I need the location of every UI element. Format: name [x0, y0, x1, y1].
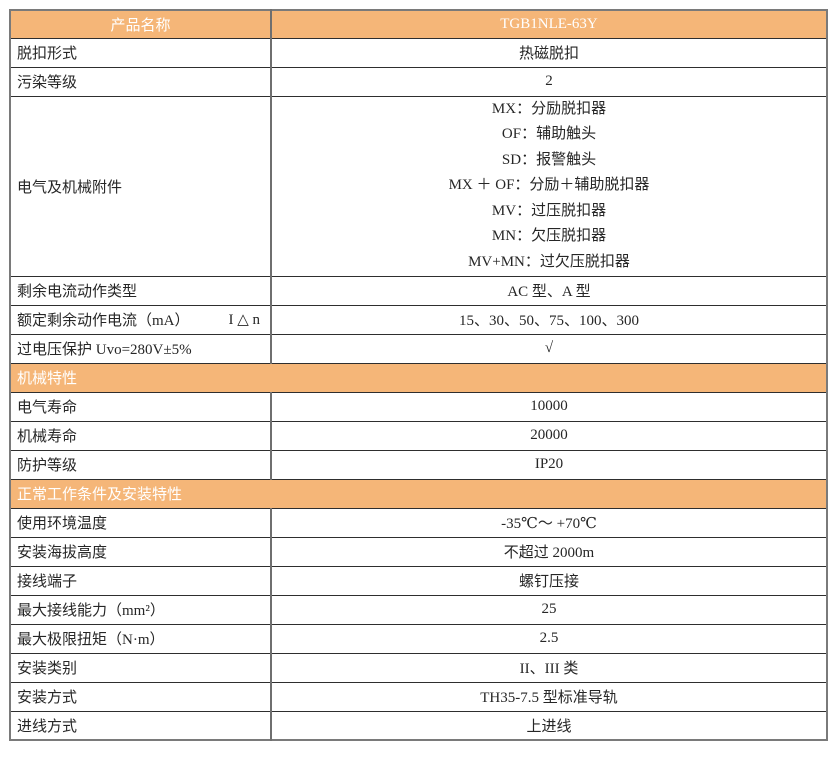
product-model-header: TGB1NLE-63Y [270, 9, 828, 39]
spec-value: 热磁脱扣 [270, 37, 828, 68]
table-row: 机械寿命 20000 [9, 420, 828, 451]
spec-value: 不超过 2000m [270, 536, 828, 567]
table-row: 污染等级 2 [9, 66, 828, 97]
spec-label: 电气及机械附件 [9, 95, 272, 277]
spec-label: 最大接线能力（mm²） [9, 594, 272, 625]
spec-label: 污染等级 [9, 66, 272, 97]
table-row: 过电压保护 Uvo=280V±5% √ [9, 333, 828, 364]
table-row: 电气寿命 10000 [9, 391, 828, 422]
spec-value-checkmark: √ [270, 333, 828, 364]
spec-value-multiline: MX：分励脱扣器 OF：辅助触头 SD：报警触头 MX ＋ OF：分励＋辅助脱扣… [270, 95, 828, 277]
spec-label: 安装类别 [9, 652, 272, 683]
accessory-line: MN：欠压脱扣器 [491, 228, 607, 245]
accessory-line: OF：辅助触头 [501, 126, 597, 143]
product-name-header: 产品名称 [9, 9, 272, 39]
table-row: 最大极限扭矩（N·m） 2.5 [9, 623, 828, 654]
spec-label: 电气寿命 [9, 391, 272, 422]
spec-label: 安装方式 [9, 681, 272, 712]
table-row: 最大接线能力（mm²） 25 [9, 594, 828, 625]
accessory-line: MV+MN：过欠压脱扣器 [468, 254, 630, 271]
spec-value: AC 型、A 型 [270, 275, 828, 306]
spec-value: 25 [270, 594, 828, 625]
spec-value: -35℃～ +70℃ [270, 507, 828, 538]
table-row: 安装海拔高度 不超过 2000m [9, 536, 828, 567]
spec-value: 10000 [270, 391, 828, 422]
spec-value: 螺钉压接 [270, 565, 828, 596]
spec-label: 安装海拔高度 [9, 536, 272, 567]
spec-value: 2.5 [270, 623, 828, 654]
spec-value: II、III 类 [270, 652, 828, 683]
table-row: 使用环境温度 -35℃～ +70℃ [9, 507, 828, 538]
spec-label: 剩余电流动作类型 [9, 275, 272, 306]
product-spec-table: 产品名称 TGB1NLE-63Y 脱扣形式 热磁脱扣 污染等级 2 电气及机械附… [9, 9, 828, 742]
table-row: 安装类别 II、III 类 [9, 652, 828, 683]
spec-label: 接线端子 [9, 565, 272, 596]
section-title: 机械特性 [9, 362, 828, 393]
spec-label: 防护等级 [9, 449, 272, 480]
table-row: 防护等级 IP20 [9, 449, 828, 480]
spec-value: 上进线 [270, 710, 828, 741]
spec-label: 额定剩余动作电流（mA） [17, 313, 190, 330]
accessory-line: MV：过压脱扣器 [491, 202, 607, 219]
table-row: 接线端子 螺钉压接 [9, 565, 828, 596]
spec-label: 机械寿命 [9, 420, 272, 451]
table-row: 安装方式 TH35-7.5 型标准导轨 [9, 681, 828, 712]
table-header-row: 产品名称 TGB1NLE-63Y [9, 9, 828, 39]
spec-value: TH35-7.5 型标准导轨 [270, 681, 828, 712]
table-row: 进线方式 上进线 [9, 710, 828, 741]
spec-label: 脱扣形式 [9, 37, 272, 68]
accessory-line: MX：分励脱扣器 [491, 100, 607, 117]
spec-label-with-symbol: 额定剩余动作电流（mA） I △ n [9, 304, 272, 335]
table-row: 剩余电流动作类型 AC 型、A 型 [9, 275, 828, 306]
table-row: 额定剩余动作电流（mA） I △ n 15、30、50、75、100、300 [9, 304, 828, 335]
table-row: 脱扣形式 热磁脱扣 [9, 37, 828, 68]
spec-label-suffix: I △ n [228, 312, 260, 329]
spec-value: 2 [270, 66, 828, 97]
section-header-row: 机械特性 [9, 362, 828, 393]
spec-label: 进线方式 [9, 710, 272, 741]
table-row-accessories: 电气及机械附件 MX：分励脱扣器 OF：辅助触头 SD：报警触头 MX ＋ OF… [9, 95, 828, 277]
spec-label: 过电压保护 Uvo=280V±5% [9, 333, 272, 364]
section-title: 正常工作条件及安装特性 [9, 478, 828, 509]
section-header-row: 正常工作条件及安装特性 [9, 478, 828, 509]
spec-value: 20000 [270, 420, 828, 451]
spec-label: 使用环境温度 [9, 507, 272, 538]
spec-value: 15、30、50、75、100、300 [270, 304, 828, 335]
spec-value: IP20 [270, 449, 828, 480]
accessory-line: MX ＋ OF：分励＋辅助脱扣器 [448, 177, 650, 194]
spec-label: 最大极限扭矩（N·m） [9, 623, 272, 654]
accessory-line: SD：报警触头 [501, 151, 597, 168]
